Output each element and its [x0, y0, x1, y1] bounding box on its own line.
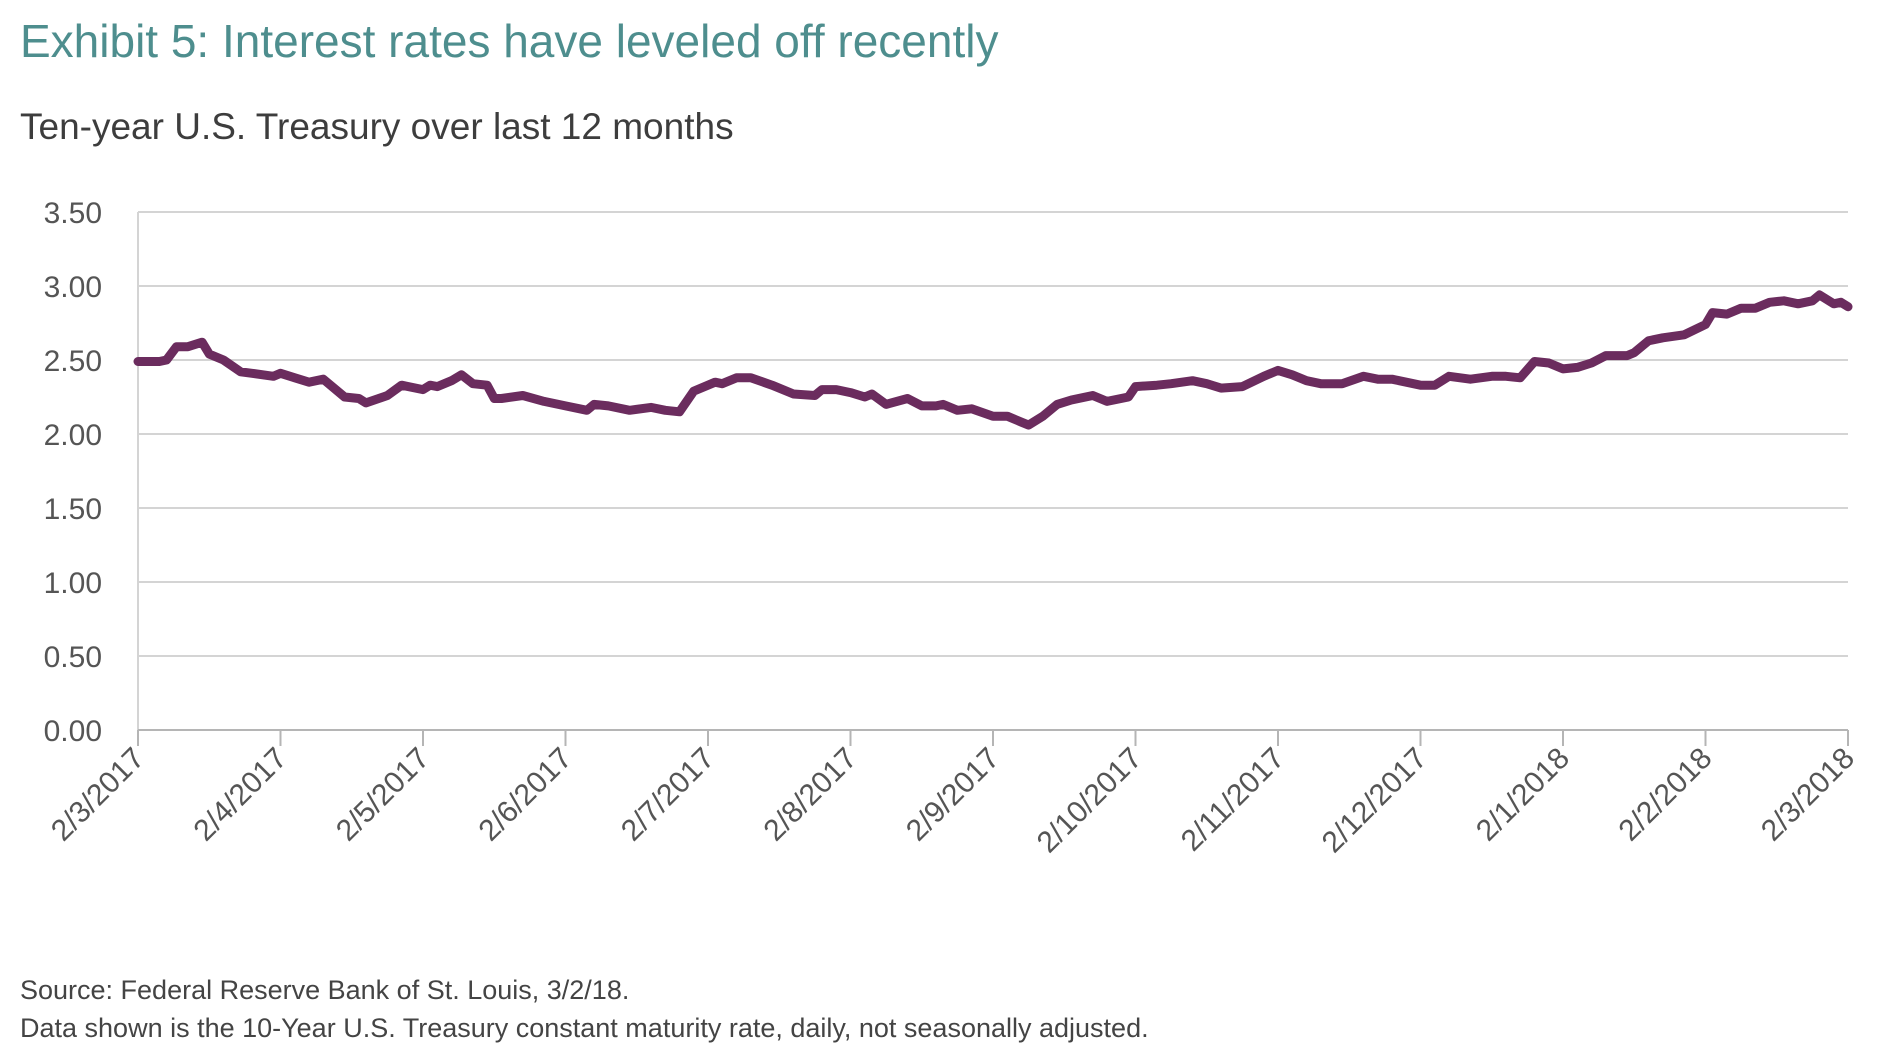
x-tick-label: 2/11/2017	[1175, 742, 1291, 858]
x-tick-label: 2/7/2017	[615, 742, 721, 848]
x-axis-tick-labels: 2/3/2017 2/4/2017 2/5/2017 2/6/2017 2/7/2017…	[45, 742, 1861, 860]
x-axis	[138, 212, 1848, 746]
y-tick-label: 3.00	[44, 271, 102, 304]
y-tick-label: 1.50	[44, 493, 102, 526]
y-tick-label: 3.50	[44, 197, 102, 230]
y-tick-label: 0.00	[44, 715, 102, 748]
data-description-note: Data shown is the 10-Year U.S. Treasury …	[20, 1013, 1149, 1044]
y-tick-label: 0.50	[44, 641, 102, 674]
y-tick-label: 2.00	[44, 419, 102, 452]
x-tick-label: 2/6/2017	[473, 742, 579, 848]
exhibit-title: Exhibit 5: Interest rates have leveled o…	[20, 14, 998, 68]
x-tick-label: 2/8/2017	[758, 742, 864, 848]
x-tick-label: 2/4/2017	[188, 742, 294, 848]
x-tick-label: 2/2/2018	[1613, 742, 1719, 848]
source-note: Source: Federal Reserve Bank of St. Loui…	[20, 975, 629, 1006]
x-tick-label: 2/10/2017	[1031, 742, 1149, 860]
y-axis-tick-labels: 0.00 0.50 1.00 1.50 2.00 2.50 3.00 3.50	[44, 197, 102, 748]
line-chart: 0.00 0.50 1.00 1.50 2.00 2.50 3.00 3.50 2/3/201…	[0, 170, 1877, 930]
gridlines	[138, 212, 1848, 656]
x-tick-label: 2/5/2017	[330, 742, 436, 848]
x-tick-label: 2/1/2018	[1470, 742, 1576, 848]
x-tick-label: 2/12/2017	[1316, 742, 1434, 860]
x-tick-label: 2/3/2017	[45, 742, 151, 848]
x-tick-label: 2/9/2017	[900, 742, 1006, 848]
chart-title: Ten-year U.S. Treasury over last 12 mont…	[20, 106, 734, 148]
x-tick-label: 2/3/2018	[1755, 742, 1861, 848]
y-tick-label: 1.00	[44, 567, 102, 600]
y-tick-label: 2.50	[44, 345, 102, 378]
